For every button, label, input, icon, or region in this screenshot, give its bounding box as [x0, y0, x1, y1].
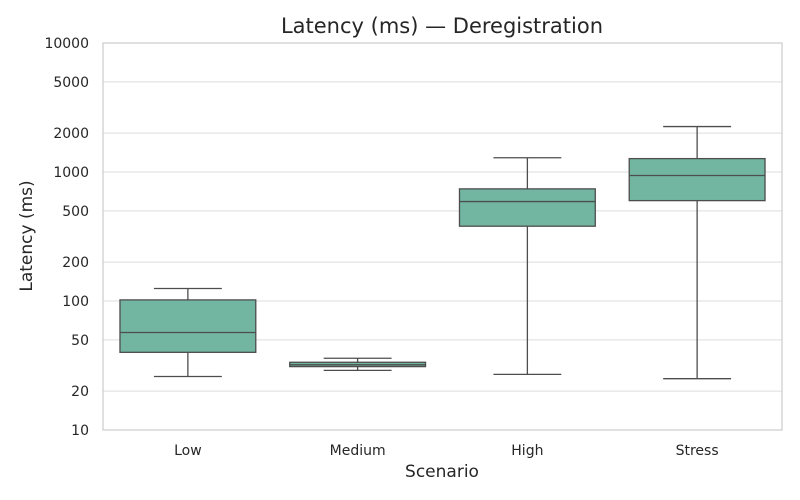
- y-tick-label: 20: [71, 384, 89, 400]
- y-tick-label: 1000: [53, 165, 89, 181]
- y-tick-label: 100: [62, 294, 89, 310]
- x-tick-label: Low: [174, 443, 202, 459]
- iqr-box: [628, 157, 766, 202]
- box-low: [119, 287, 257, 378]
- box-high: [458, 157, 596, 376]
- x-tick-label: Medium: [330, 443, 386, 459]
- y-tick-label: 200: [62, 255, 89, 271]
- y-tick-label: 10: [71, 423, 89, 439]
- y-axis-title: Latency (ms): [17, 180, 37, 291]
- x-tick-labels: Low Medium High Stress: [174, 443, 719, 459]
- iqr-box: [458, 188, 596, 227]
- y-tick-label: 5000: [53, 75, 89, 91]
- y-tick-label: 10000: [44, 36, 89, 52]
- x-tick-label: Stress: [676, 443, 719, 459]
- chart-title: Latency (ms) — Deregistration: [281, 14, 603, 38]
- box-medium: [289, 357, 427, 372]
- box-stress: [628, 125, 766, 380]
- y-tick-label: 50: [71, 333, 89, 349]
- x-axis-title: Scenario: [405, 462, 479, 482]
- y-tick-label: 500: [62, 204, 89, 220]
- y-tick-label: 2000: [53, 126, 89, 142]
- x-tick-label: High: [511, 443, 543, 459]
- iqr-box: [119, 299, 257, 353]
- plot-frame: [102, 42, 783, 431]
- y-tick-labels: 10 20 50 100 200 500 1000 2000 5000 10000: [44, 36, 89, 439]
- boxes: [119, 125, 766, 380]
